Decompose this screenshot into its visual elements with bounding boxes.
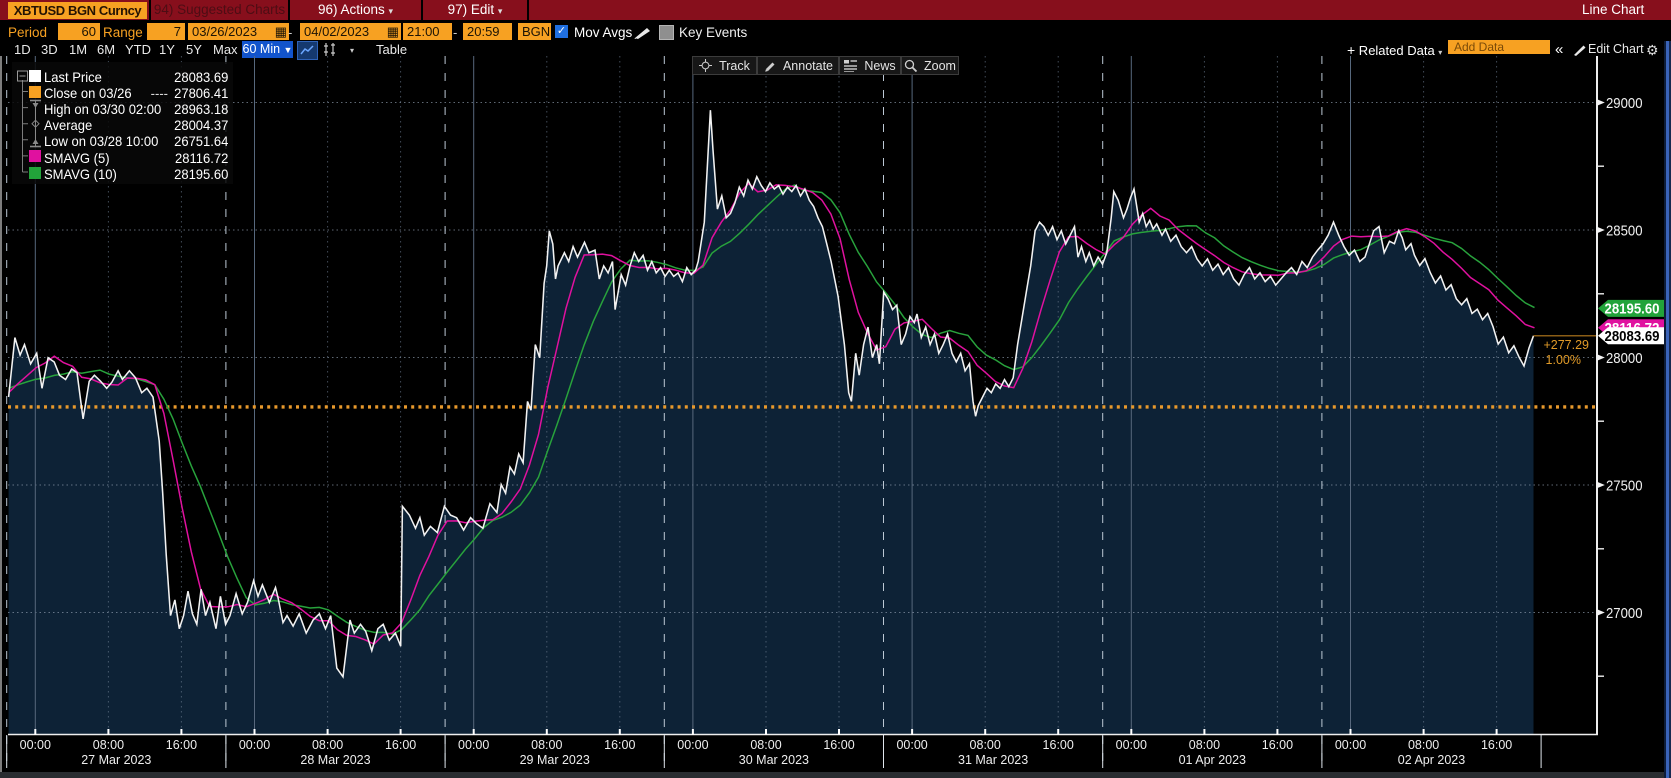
svg-text:16:00: 16:00 [823,738,854,752]
svg-text:+277.29: +277.29 [1543,338,1589,352]
svg-text:16:00: 16:00 [1043,738,1074,752]
svg-text:16:00: 16:00 [166,738,197,752]
svg-text:28000: 28000 [1606,350,1643,367]
svg-text:08:00: 08:00 [1408,738,1439,752]
svg-text:31 Mar 2023: 31 Mar 2023 [958,753,1028,767]
svg-text:00:00: 00:00 [677,738,708,752]
svg-text:16:00: 16:00 [1262,738,1293,752]
svg-text:08:00: 08:00 [531,738,562,752]
svg-text:08:00: 08:00 [750,738,781,752]
svg-text:00:00: 00:00 [458,738,489,752]
svg-text:27000: 27000 [1606,605,1643,622]
svg-text:27500: 27500 [1606,477,1643,494]
svg-text:02 Apr 2023: 02 Apr 2023 [1398,753,1465,767]
svg-text:08:00: 08:00 [93,738,124,752]
svg-text:28083.69: 28083.69 [1605,328,1660,345]
svg-text:16:00: 16:00 [604,738,635,752]
svg-text:28 Mar 2023: 28 Mar 2023 [300,753,370,767]
svg-text:00:00: 00:00 [1335,738,1366,752]
svg-text:29 Mar 2023: 29 Mar 2023 [520,753,590,767]
svg-text:08:00: 08:00 [970,738,1001,752]
svg-text:28195.60: 28195.60 [1605,301,1660,318]
svg-text:00:00: 00:00 [20,738,51,752]
svg-text:29000: 29000 [1606,95,1643,112]
svg-text:16:00: 16:00 [385,738,416,752]
svg-text:01 Apr 2023: 01 Apr 2023 [1179,753,1246,767]
svg-text:00:00: 00:00 [1116,738,1147,752]
svg-text:00:00: 00:00 [239,738,270,752]
svg-text:00:00: 00:00 [896,738,927,752]
svg-text:27 Mar 2023: 27 Mar 2023 [81,753,151,767]
svg-text:16:00: 16:00 [1481,738,1512,752]
svg-text:28500: 28500 [1606,222,1643,239]
svg-text:08:00: 08:00 [1189,738,1220,752]
svg-text:08:00: 08:00 [312,738,343,752]
svg-text:30 Mar 2023: 30 Mar 2023 [739,753,809,767]
svg-text:1.00%: 1.00% [1546,353,1581,367]
